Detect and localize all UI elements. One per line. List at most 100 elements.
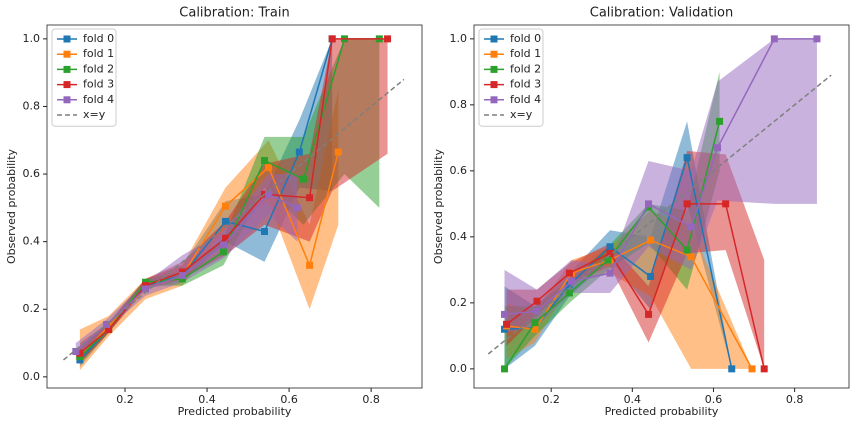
point — [260, 157, 268, 165]
point — [306, 261, 314, 269]
legend-marker — [63, 65, 71, 73]
point — [501, 310, 509, 318]
subplot: Calibration: Validation Predicted probabi… — [432, 6, 850, 418]
point — [770, 35, 778, 43]
point — [334, 148, 342, 156]
point — [142, 285, 150, 293]
point — [533, 297, 541, 305]
point — [503, 320, 511, 328]
legend-marker — [63, 50, 71, 58]
legend-label: fold 3 — [83, 78, 114, 91]
point — [606, 243, 614, 251]
point — [714, 144, 722, 152]
point — [748, 365, 756, 373]
legend-label: fold 0 — [83, 32, 114, 45]
y-tick-label: 0.2 — [23, 302, 41, 315]
chart-title: Calibration: Train — [179, 6, 289, 21]
x-tick-label: 0.4 — [624, 393, 642, 406]
legend-marker — [63, 81, 71, 89]
point — [647, 236, 655, 244]
point — [328, 35, 336, 43]
legend-marker — [490, 50, 498, 58]
legend-marker — [63, 96, 71, 104]
x-axis-label: Predicted probability — [178, 405, 292, 418]
point — [606, 249, 614, 257]
legend-label: fold 2 — [83, 62, 114, 75]
point — [687, 253, 695, 261]
point — [760, 365, 768, 373]
point — [683, 154, 691, 162]
point — [683, 200, 691, 208]
point — [683, 246, 691, 254]
series-line — [506, 203, 765, 370]
legend-marker — [490, 96, 498, 104]
point — [178, 271, 186, 279]
legend-label: fold 1 — [510, 47, 541, 60]
legend-label: x=y — [510, 108, 533, 121]
legend-label: fold 2 — [510, 62, 541, 75]
y-tick-label: 0.8 — [450, 98, 468, 111]
point — [103, 320, 111, 328]
point — [295, 148, 303, 156]
point — [531, 319, 539, 327]
point — [219, 248, 227, 256]
y-tick-label: 0.4 — [450, 230, 468, 243]
y-axis-label: Observed probability — [5, 148, 18, 264]
reference-line — [63, 78, 405, 361]
legend-label: fold 3 — [510, 78, 541, 91]
subplot: Calibration: Train Predicted probability O… — [5, 6, 423, 418]
point — [647, 272, 655, 280]
point — [222, 234, 230, 242]
point — [645, 310, 653, 318]
legend-marker — [63, 35, 71, 43]
x-tick-label: 0.6 — [705, 393, 723, 406]
point — [565, 269, 573, 277]
point — [222, 202, 230, 210]
x-axis-label: Predicted probability — [605, 405, 719, 418]
point — [265, 163, 273, 171]
point — [813, 35, 821, 43]
point — [722, 200, 730, 208]
point — [72, 347, 80, 355]
legend-label: fold 1 — [83, 47, 114, 60]
y-tick-label: 0.0 — [450, 362, 468, 375]
y-tick-label: 0.0 — [23, 370, 41, 383]
point — [645, 200, 653, 208]
y-tick-label: 1.0 — [450, 32, 468, 45]
point — [531, 325, 539, 333]
point — [105, 326, 113, 334]
chart-title: Calibration: Validation — [590, 6, 733, 21]
legend-label: fold 4 — [510, 93, 541, 106]
y-tick-label: 0.6 — [450, 164, 468, 177]
point — [567, 277, 575, 285]
y-tick-label: 1.0 — [23, 32, 41, 45]
point — [260, 228, 268, 236]
series-line — [79, 151, 340, 358]
legend-label: fold 0 — [510, 32, 541, 45]
point — [501, 365, 509, 373]
point — [533, 307, 541, 315]
point — [265, 190, 273, 198]
x-tick-label: 0.8 — [362, 393, 380, 406]
point — [606, 269, 614, 277]
y-tick-label: 0.8 — [23, 99, 41, 112]
y-axis-label: Observed probability — [432, 148, 445, 264]
legend-marker — [490, 81, 498, 89]
point — [716, 117, 724, 125]
point — [299, 175, 307, 183]
y-tick-label: 0.2 — [450, 296, 468, 309]
legend-label: fold 4 — [83, 93, 114, 106]
x-tick-label: 0.2 — [542, 393, 560, 406]
legend-marker — [490, 65, 498, 73]
point — [384, 35, 392, 43]
point — [219, 241, 227, 249]
point — [728, 365, 736, 373]
point — [293, 204, 301, 212]
plot-frame — [46, 24, 423, 389]
x-tick-label: 0.2 — [116, 393, 134, 406]
y-tick-label: 0.6 — [23, 167, 41, 180]
legend-marker — [490, 35, 498, 43]
point — [604, 256, 612, 264]
y-tick-label: 0.4 — [23, 235, 41, 248]
